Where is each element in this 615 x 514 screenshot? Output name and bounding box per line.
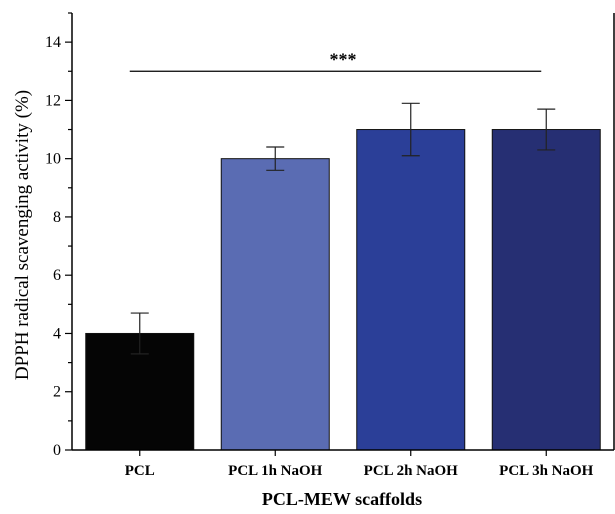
x-tick-label: PCL 3h NaOH xyxy=(499,463,594,479)
y-tick-label: 0 xyxy=(53,442,61,459)
bar xyxy=(220,158,330,451)
y-tick-label: 6 xyxy=(53,267,61,284)
x-tick-label: PCL xyxy=(125,463,155,479)
y-tick-label: 14 xyxy=(45,34,61,51)
y-tick-label: 2 xyxy=(53,384,61,401)
y-tick-label: 4 xyxy=(53,325,61,342)
significance-label: *** xyxy=(330,49,357,69)
plot-area: 0 2 4 6 8 10 12 14 PCL PCL 1h NaOH PCL 2h NaOH PCL … xyxy=(45,12,615,479)
y-tick-label: 10 xyxy=(45,151,61,168)
bar xyxy=(491,129,601,451)
x-tick-label: PCL 2h NaOH xyxy=(364,463,459,479)
bar xyxy=(356,129,466,451)
y-tick-label: 8 xyxy=(53,209,61,226)
y-tick-label: 12 xyxy=(45,92,61,109)
x-axis-title: PCL-MEW scaffolds xyxy=(262,489,422,509)
x-tick-label: PCL 1h NaOH xyxy=(228,463,323,479)
y-axis-title: DPPH radical scavenging activity (%) xyxy=(12,90,33,380)
